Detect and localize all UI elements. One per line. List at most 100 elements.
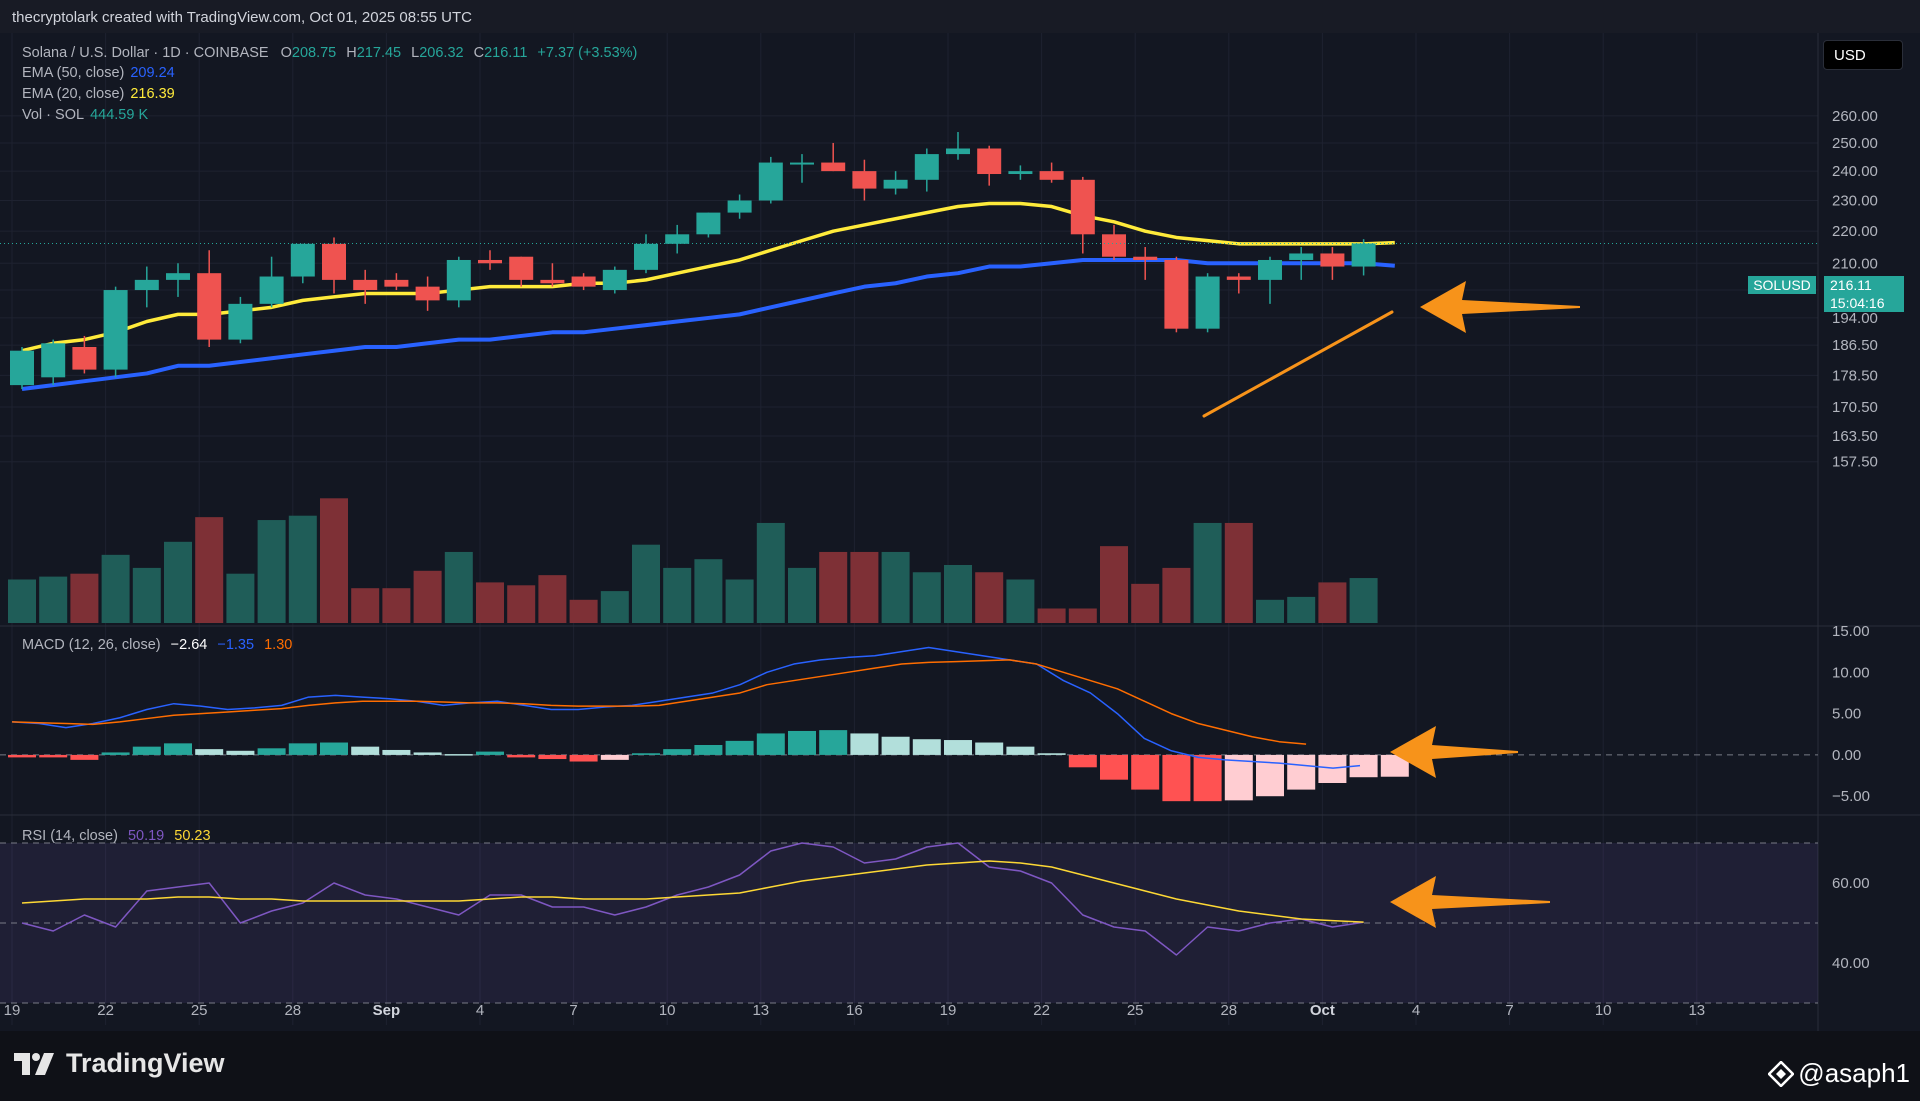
volume-bar	[1162, 567, 1191, 623]
volume-bar	[569, 599, 598, 623]
volume-bar	[132, 567, 161, 623]
candle-body	[415, 286, 440, 301]
candle-body	[353, 279, 378, 291]
candle-body	[1133, 256, 1158, 260]
time-tick-label: 19	[4, 1002, 21, 1019]
ohlc-close: 216.11	[484, 45, 528, 61]
volume-bar	[320, 498, 348, 623]
ohlc-high-label: H	[346, 45, 357, 61]
time-axis: 19 22 25 28 Sep 4 7 10 13 16 19 22 25 28 Oct 4 7 10 13	[4, 1002, 1705, 1019]
grid-lines	[0, 33, 1818, 1025]
binance-diamond-icon	[1768, 1060, 1795, 1087]
macd-histogram-bar	[694, 745, 723, 755]
macd-histogram-bar	[507, 754, 536, 758]
macd-hist-value: 1.30	[264, 637, 293, 653]
author-handle: @asaph1	[1768, 1058, 1910, 1089]
volume-bar	[1224, 522, 1253, 623]
macd-histogram-bar	[1287, 754, 1316, 790]
time-tick-label: 22	[1033, 1002, 1050, 1019]
macd-histogram-bar	[788, 730, 816, 755]
volume-bars	[8, 498, 1378, 623]
price-tick-label: 186.50	[1832, 337, 1878, 354]
volume-bar	[1131, 583, 1160, 623]
time-tick-label: 22	[97, 1002, 114, 1019]
candle-body	[166, 273, 190, 280]
author-handle-text: @asaph1	[1798, 1058, 1910, 1088]
macd-histogram-bar	[881, 736, 910, 755]
price-tick-label: 240.00	[1832, 163, 1878, 180]
macd-histogram-bar	[1349, 754, 1378, 778]
rsi-line	[21, 842, 1364, 956]
candle-body	[1351, 243, 1376, 267]
macd-histogram-bar	[819, 730, 848, 755]
macd-histogram-bar	[164, 743, 192, 755]
ema20-legend: EMA (20, close) 216.39	[22, 86, 175, 102]
candle-body	[134, 279, 159, 291]
candle-body	[1039, 171, 1064, 180]
macd-histogram-bar	[1068, 754, 1097, 768]
volume-bar	[1006, 579, 1035, 623]
macd-tick-label: 0.00	[1832, 747, 1861, 764]
candle-body	[758, 162, 783, 201]
candle-body	[883, 179, 908, 189]
volume-bar	[975, 572, 1004, 623]
macd-line	[11, 646, 1361, 769]
macd-histogram-bar	[1037, 753, 1066, 755]
macd-value: −2.64	[170, 637, 208, 653]
candle-body	[478, 259, 502, 264]
volume-label: Vol · SOL	[22, 107, 85, 123]
price-tag-symbol: SOLUSD	[1748, 276, 1816, 294]
volume-bar	[1037, 608, 1066, 623]
volume-bar	[1287, 596, 1316, 623]
candle-body	[914, 154, 939, 180]
volume-bar	[288, 515, 317, 623]
candle-body	[72, 346, 97, 370]
rsi-ma-line	[21, 860, 1364, 923]
currency-button[interactable]: USD	[1823, 40, 1903, 70]
ema50-line	[21, 257, 1395, 392]
macd-histogram-bar	[663, 749, 692, 755]
candle-body	[634, 243, 658, 270]
volume-bar	[725, 579, 754, 623]
ema50-value: 209.24	[130, 65, 175, 81]
volume-bar	[1068, 608, 1097, 623]
volume-bar	[1318, 582, 1347, 623]
volume-bar	[39, 576, 68, 623]
volume-legend: Vol · SOL 444.59 K	[22, 107, 148, 123]
candle-body	[1195, 276, 1220, 329]
macd-histogram-bar	[725, 740, 754, 755]
candle-body	[821, 162, 846, 172]
ema20-value: 216.39	[130, 86, 175, 102]
price-tag-countdown: 15:04:16	[1830, 295, 1885, 311]
chart-canvas[interactable]: 260.00250.00240.00230.00220.00210.00202.…	[0, 33, 1920, 1031]
tradingview-logo[interactable]: TradingView	[14, 1048, 225, 1079]
price-arrow	[1420, 281, 1580, 333]
ohlc-open: 208.75	[291, 45, 337, 61]
macd-histogram-bar	[1100, 754, 1128, 780]
macd-histogram-bar	[382, 749, 411, 755]
macd-histogram-bar	[944, 740, 972, 755]
macd-histogram-bar	[413, 752, 442, 755]
candle-body	[852, 171, 877, 189]
macd-histogram-bar	[1162, 754, 1191, 802]
volume-bar	[444, 551, 473, 623]
volume-bar	[257, 520, 286, 623]
macd-histogram-bar	[1193, 754, 1222, 802]
candle-body	[1070, 179, 1095, 235]
macd-signal-line	[11, 659, 1307, 745]
macd-histogram-bar	[1380, 754, 1409, 777]
macd-histogram-bar	[132, 746, 161, 755]
macd-histogram-bar	[850, 733, 879, 755]
ema50-legend: EMA (50, close) 209.24	[22, 65, 175, 81]
macd-tick-label: 15.00	[1832, 623, 1870, 640]
macd-histogram	[8, 730, 1409, 802]
candle-body	[665, 234, 690, 244]
volume-bar	[195, 517, 224, 623]
macd-histogram-bar	[351, 746, 380, 755]
macd-histogram-bar	[1006, 746, 1035, 755]
macd-histogram-bar	[257, 748, 286, 755]
time-tick-label: 4	[476, 1002, 484, 1019]
volume-bar	[1349, 578, 1378, 623]
candle-body	[602, 269, 627, 291]
time-tick-label: 28	[284, 1002, 301, 1019]
